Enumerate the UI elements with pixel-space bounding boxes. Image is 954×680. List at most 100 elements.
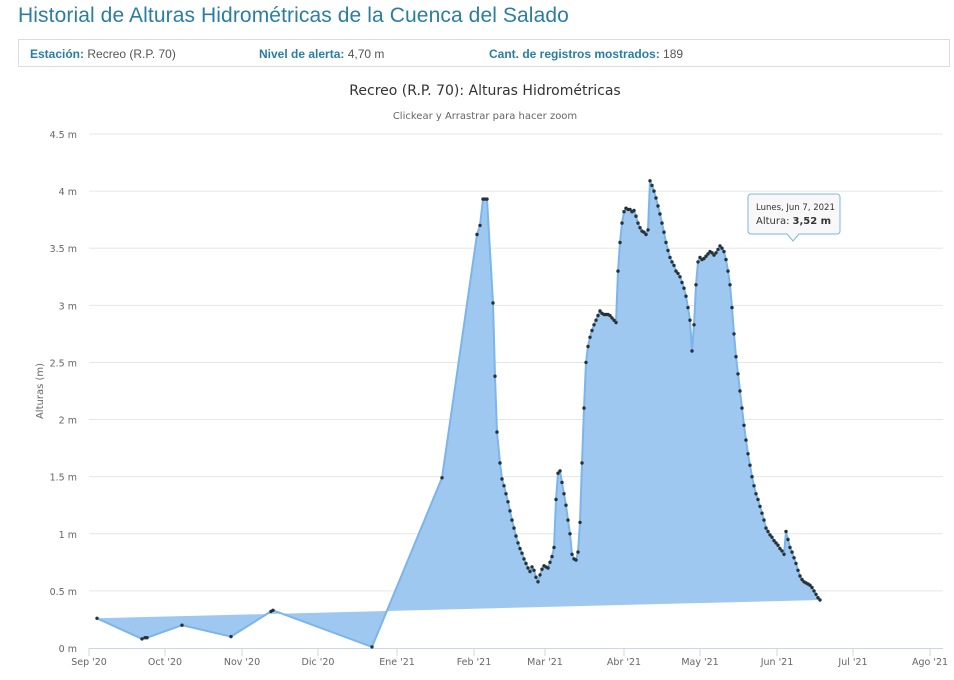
data-point[interactable] — [690, 349, 694, 353]
data-point[interactable] — [712, 253, 716, 257]
data-point[interactable] — [528, 569, 532, 574]
data-point[interactable] — [622, 210, 626, 214]
data-point[interactable] — [662, 230, 666, 234]
data-point[interactable] — [788, 545, 792, 550]
data-point[interactable] — [558, 469, 562, 473]
data-point[interactable] — [546, 566, 550, 570]
data-point[interactable] — [491, 301, 495, 305]
data-point[interactable] — [776, 543, 780, 547]
data-point[interactable] — [493, 374, 497, 378]
data-point[interactable] — [506, 500, 510, 504]
data-point[interactable] — [632, 208, 636, 213]
data-point[interactable] — [648, 179, 652, 183]
data-point[interactable] — [714, 251, 718, 255]
data-point[interactable] — [750, 475, 754, 479]
data-point[interactable] — [578, 520, 582, 525]
data-point[interactable] — [814, 592, 818, 596]
data-point[interactable] — [582, 406, 586, 410]
data-point[interactable] — [674, 269, 678, 273]
data-point[interactable] — [588, 335, 592, 339]
data-point[interactable] — [540, 567, 544, 571]
data-point[interactable] — [522, 557, 526, 561]
data-point[interactable] — [592, 323, 596, 327]
data-point[interactable] — [580, 461, 584, 465]
data-point[interactable] — [746, 452, 750, 456]
data-point[interactable] — [784, 529, 788, 534]
data-point[interactable] — [478, 223, 482, 228]
data-point[interactable] — [764, 526, 768, 530]
data-point[interactable] — [706, 252, 710, 256]
data-point[interactable] — [816, 596, 820, 600]
data-point[interactable] — [524, 561, 528, 566]
data-point[interactable] — [698, 255, 702, 260]
data-point[interactable] — [812, 589, 816, 593]
data-point[interactable] — [744, 438, 748, 442]
data-point[interactable] — [590, 328, 594, 333]
data-point[interactable] — [620, 221, 624, 225]
data-point[interactable] — [618, 240, 622, 245]
data-point[interactable] — [792, 556, 796, 560]
data-point[interactable] — [772, 538, 776, 543]
data-point[interactable] — [514, 534, 518, 538]
data-point[interactable] — [818, 598, 822, 602]
data-point[interactable] — [760, 511, 764, 515]
data-point[interactable] — [598, 309, 602, 313]
data-point[interactable] — [502, 484, 506, 488]
data-point[interactable] — [504, 492, 508, 496]
data-point[interactable] — [808, 583, 812, 587]
data-point[interactable] — [800, 577, 804, 582]
data-point[interactable] — [628, 207, 632, 212]
data-point[interactable] — [710, 251, 714, 255]
data-point[interactable] — [748, 463, 752, 467]
data-point[interactable] — [768, 533, 772, 537]
data-point[interactable] — [145, 636, 149, 640]
data-point[interactable] — [676, 271, 680, 276]
data-point[interactable] — [594, 318, 598, 322]
data-point[interactable] — [180, 623, 184, 627]
data-point[interactable] — [790, 550, 794, 554]
data-point[interactable] — [616, 269, 620, 273]
data-point[interactable] — [140, 637, 144, 641]
data-point[interactable] — [516, 541, 520, 545]
data-point[interactable] — [475, 232, 479, 237]
data-point[interactable] — [495, 430, 499, 434]
data-point[interactable] — [688, 318, 692, 322]
data-point[interactable] — [656, 204, 660, 208]
data-point[interactable] — [692, 323, 696, 327]
data-point[interactable] — [370, 645, 374, 649]
data-point[interactable] — [752, 484, 756, 488]
data-point[interactable] — [534, 575, 538, 579]
data-point[interactable] — [530, 565, 534, 569]
data-point[interactable] — [520, 551, 524, 555]
data-point[interactable] — [512, 526, 516, 530]
data-point[interactable] — [716, 247, 720, 252]
data-point[interactable] — [554, 497, 558, 502]
data-point[interactable] — [652, 189, 656, 193]
data-point[interactable] — [732, 332, 736, 336]
data-point[interactable] — [614, 320, 618, 325]
data-point[interactable] — [726, 269, 730, 273]
data-point[interactable] — [568, 532, 572, 536]
data-point[interactable] — [485, 197, 489, 201]
data-point[interactable] — [584, 360, 588, 365]
data-point[interactable] — [570, 552, 574, 556]
data-point[interactable] — [658, 212, 662, 216]
data-point[interactable] — [538, 573, 542, 577]
data-point[interactable] — [636, 221, 640, 225]
data-point[interactable] — [510, 518, 514, 522]
data-point[interactable] — [596, 313, 600, 318]
data-point[interactable] — [556, 471, 560, 475]
data-point[interactable] — [796, 568, 800, 572]
data-point[interactable] — [518, 546, 522, 551]
data-point[interactable] — [526, 566, 530, 570]
data-point[interactable] — [810, 585, 814, 590]
data-point-markers[interactable] — [95, 0, 842, 649]
data-point[interactable] — [736, 372, 740, 376]
data-point[interactable] — [728, 283, 732, 287]
data-point[interactable] — [778, 546, 782, 551]
data-point[interactable] — [738, 389, 742, 393]
data-point[interactable] — [770, 535, 774, 539]
data-point[interactable] — [696, 260, 700, 264]
data-point[interactable] — [724, 257, 728, 262]
